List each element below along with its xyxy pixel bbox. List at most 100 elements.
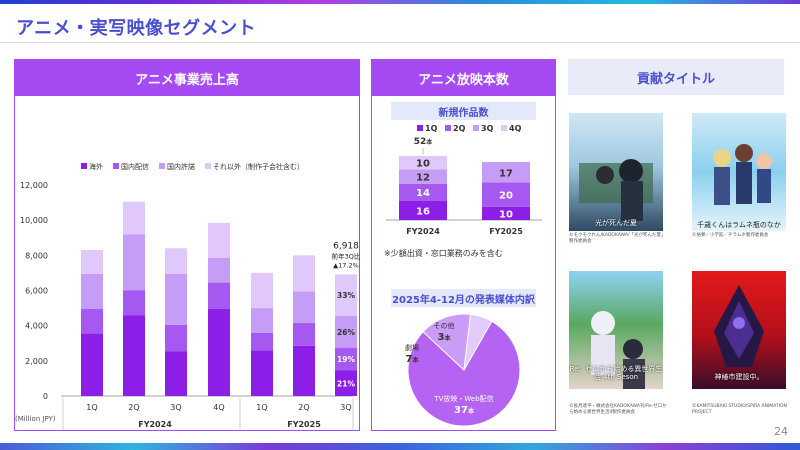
legend-label-0: 海外 (89, 162, 103, 171)
count-bar-segment-0-0 (399, 200, 447, 220)
count-bar-segment-1-2 (482, 162, 530, 183)
x-tick-label-3: 4Q (213, 403, 224, 412)
poster-kamitsubaki-image: 神椿市建設中。 (692, 271, 786, 389)
bar-segment-4q-3-3 (208, 222, 230, 258)
anime-count-panel: アニメ放映本数 新規作品数 1Q 2Q 3Q 4Q 16 14 12 10 FY2024 52本 1… (371, 59, 556, 431)
pie-slice-name-2: その他 (434, 321, 455, 330)
x-tick-label-5: 2Q (298, 403, 309, 412)
segment-share-label-0: 21% (337, 379, 355, 388)
bar-segment-2q-5-3 (293, 255, 315, 292)
count-bar-segment-0-3 (399, 155, 447, 170)
y-tick-label-5: 10,000 (20, 216, 48, 225)
sales-stacked-bar-chart: 海外 国内配信 国内許諾 それ以外（制作子会社含む） 0 2,000 4,000 6,000 8… (15, 162, 361, 430)
count-total-label: 52本 (414, 137, 434, 147)
legend-label-1: 国内配信 (121, 162, 149, 171)
bar-segment-1q-4-1 (251, 332, 273, 351)
count-segment-label-1-1: 20 (499, 191, 513, 202)
bar-segment-1q-0-0 (81, 333, 103, 396)
count-bar-segment-0-1 (399, 183, 447, 201)
bar-segment-3q-2-3 (165, 248, 187, 274)
yoy-change-label: ▲17.2% (333, 261, 359, 269)
poster-rezero-caption: Re：ゼロから始める異世界生活 4th Seson (569, 365, 663, 382)
segment-share-label-3: 33% (337, 291, 355, 300)
new-works-subheader: 新規作品数 (391, 102, 536, 120)
count-x-tick-label-1: FY2025 (489, 227, 523, 236)
yoy-label: 前年3Q比 (332, 251, 361, 260)
count-segment-label-0-1: 14 (416, 188, 430, 199)
total-value-label: 6,918 (333, 241, 359, 251)
page-number: 24 (774, 425, 788, 438)
pie-slice-value-0: 37本 (454, 405, 475, 416)
unit-label: (Million JPY) (15, 415, 56, 423)
count-panel-header: アニメ放映本数 (372, 60, 555, 96)
poster-chiramune-icon (713, 144, 772, 205)
bar-segment-3q-2-0 (165, 351, 187, 396)
top-accent-stripe (0, 0, 800, 4)
page-title: アニメ・実写映像セグメント (16, 18, 257, 39)
bar-segment-1q-0-1 (81, 308, 103, 334)
bottom-accent-stripe (0, 443, 800, 450)
poster-chiramune-credit: ©裕夢／小学館／チラムネ製作委員会 (692, 233, 769, 238)
count-legend-swatch-1 (445, 125, 451, 131)
sales-panel: アニメ事業売上高 海外 国内配信 国内許諾 それ以外（制作子会社含む） 0 2,000 4,… (14, 59, 361, 431)
poster-hikaru-caption: 光が死んだ夏 (595, 219, 637, 227)
poster-hikaru-credit: ©モクモクれん/KADOKAWA/「光が死んだ夏」製作委員会 (569, 233, 666, 244)
bar-segment-1q-4-0 (251, 350, 273, 396)
segment-share-label-2: 26% (337, 328, 355, 337)
pie-slice-2 (463, 313, 493, 371)
y-tick-label-1: 2,000 (25, 357, 48, 366)
group-label-fy2024: FY2024 (138, 420, 172, 429)
legend-swatch-1 (113, 163, 119, 169)
count-segment-label-1-2: 17 (499, 168, 513, 179)
y-tick-label-2: 4,000 (25, 322, 48, 331)
count-bar-segment-1-1 (482, 182, 530, 207)
bar-segment-3q-2-2 (165, 273, 187, 325)
x-tick-label-1: 2Q (128, 403, 139, 412)
bar-segment-1q-4-3 (251, 272, 273, 309)
bar-segment-2q-1-1 (123, 290, 145, 316)
poster-hikaru-icon (579, 159, 653, 221)
count-segment-label-0-2: 12 (416, 173, 430, 184)
pie-slice-name-0: TV放映・Web配信 (433, 394, 493, 403)
pie-slice-value-1: 7本 (406, 354, 420, 365)
count-segment-label-0-0: 16 (416, 206, 430, 217)
bar-segment-4q-3-2 (208, 257, 230, 283)
count-segment-label-0-3: 10 (416, 159, 430, 170)
y-tick-label-3: 6,000 (25, 287, 48, 296)
poster-chiramune-image: 千歳くんはラムネ瓶のなか (692, 113, 786, 231)
count-x-tick-label-0: FY2024 (406, 227, 440, 236)
pie-slice-1 (422, 313, 472, 372)
bar-segment-2q-1-3 (123, 201, 145, 235)
pie-slice-0 (407, 320, 521, 427)
bar-segment-1q-0-3 (81, 250, 103, 274)
bar-segment-3q-6-0 (335, 370, 357, 396)
poster-rezero-credit: ©長月達平・株式会社KADOKAWA刊/Re:ゼロから始める異世界生活4製作委員… (569, 404, 667, 415)
x-tick-label-4: 1Q (256, 403, 267, 412)
count-segment-label-1-0: 10 (499, 209, 513, 220)
poster-rezero-image: Re：ゼロから始める異世界生活 4th Seson (569, 271, 663, 389)
bar-segment-3q-6-3 (335, 274, 357, 316)
count-bar-segment-0-2 (399, 169, 447, 184)
legend-swatch-0 (81, 163, 87, 169)
pie-slice-value-2: 3本 (438, 332, 452, 343)
count-legend-swatch-0 (417, 125, 423, 131)
poster-hikaru-image: 光が死んだ夏 (569, 113, 663, 231)
x-tick-label-6: 3Q (340, 403, 351, 412)
count-footnote: ※少額出資・窓口業務のみを含む (384, 249, 503, 258)
bar-segment-1q-4-2 (251, 308, 273, 333)
count-bar-segment-1-0 (482, 206, 530, 220)
legend-label-3: それ以外（制作子会社含む） (213, 162, 304, 171)
bar-segment-4q-3-0 (208, 308, 230, 396)
y-tick-label-0: 0 (43, 392, 48, 401)
poster-kamitsubaki-credit: ©KAMITSUBAKI STUDIO/SPIRA ANIMATION PROJ… (692, 404, 787, 415)
y-tick-label-6: 12,000 (20, 181, 48, 190)
bar-segment-2q-5-0 (293, 345, 315, 396)
count-legend-swatch-3 (501, 125, 507, 131)
count-legend-label-0: 1Q (425, 124, 438, 133)
new-works-stacked-bar-chart: 1Q 2Q 3Q 4Q 16 14 12 10 FY2024 52本 10 20 17 FY2025 (386, 124, 542, 236)
group-label-fy2025: FY2025 (287, 420, 321, 429)
y-tick-label-4: 8,000 (25, 251, 48, 260)
poster-kamitsubaki-caption: 神椿市建設中。 (714, 373, 764, 381)
bar-segment-2q-1-2 (123, 234, 145, 291)
bar-segment-3q-2-1 (165, 324, 187, 352)
